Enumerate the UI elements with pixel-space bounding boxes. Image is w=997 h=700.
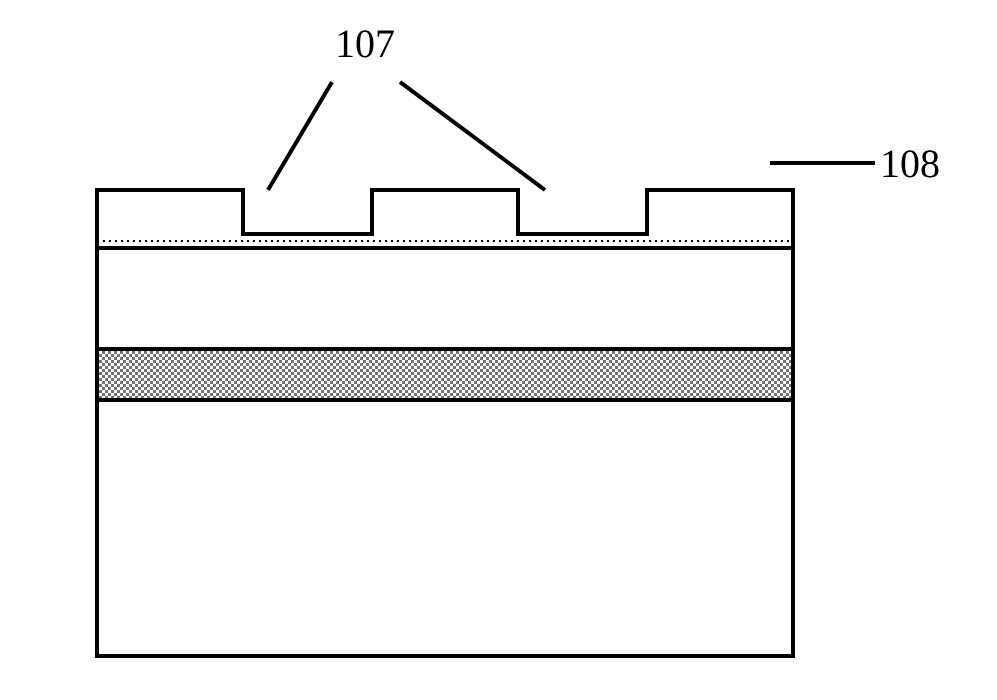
crosshatch-layer — [95, 347, 795, 402]
top-block-center — [370, 188, 520, 236]
substrate-layer — [95, 398, 795, 658]
mid-blank-layer — [95, 246, 795, 351]
top-block-left — [95, 188, 245, 236]
top-block-right — [645, 188, 795, 236]
